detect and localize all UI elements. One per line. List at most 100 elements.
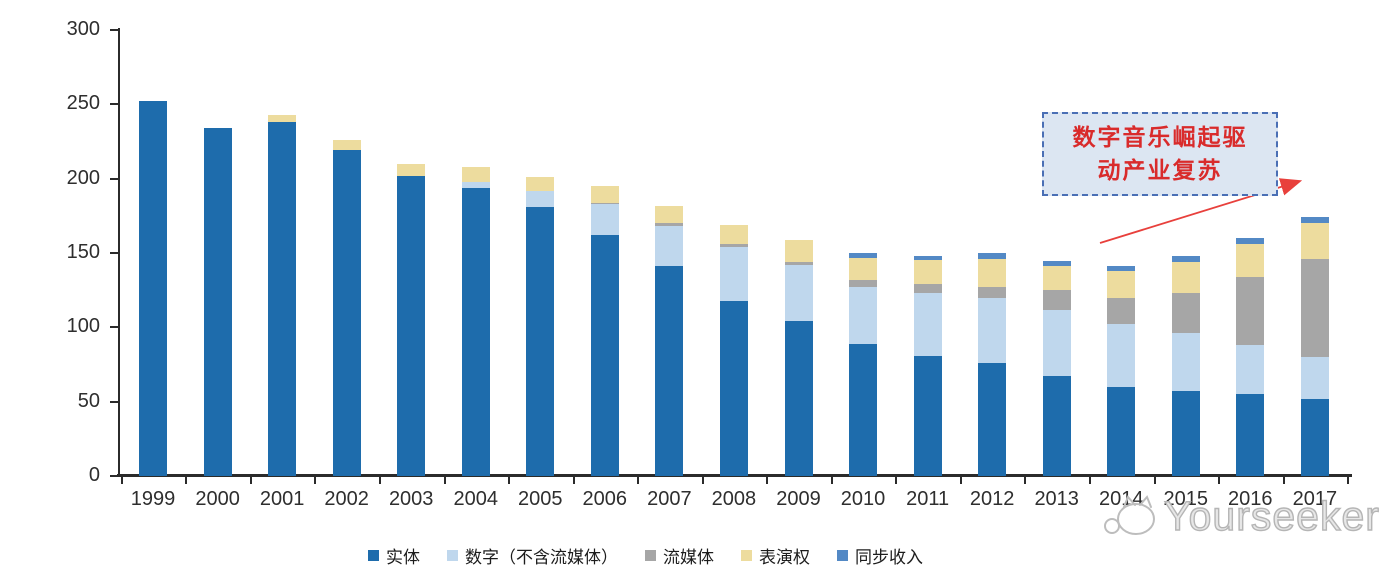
legend-item-performance-rights: 表演权 — [741, 543, 810, 568]
bar-segment-streaming — [849, 279, 877, 288]
bar-segment-digital-excl-streaming — [655, 226, 684, 267]
bar-segment-digital-excl-streaming — [978, 297, 1007, 363]
bar-segment-performance-rights — [1236, 244, 1265, 277]
bar-segment-physical — [139, 101, 167, 476]
x-axis-label: 2016 — [1228, 488, 1273, 510]
bar-segment-physical — [461, 187, 490, 476]
bar-segment-sync — [913, 255, 942, 261]
annotation-text-line2: 动产业复苏 — [1097, 157, 1223, 183]
bar-segment-sync — [978, 253, 1007, 259]
bar-segment-performance-rights — [461, 166, 490, 182]
bar-segment-streaming — [784, 261, 813, 265]
x-axis-tick — [830, 477, 833, 484]
x-axis-tick — [701, 477, 704, 484]
y-axis-tick — [110, 475, 118, 477]
x-axis-tick — [314, 477, 317, 484]
bar-segment-physical — [655, 266, 684, 476]
watermark: Yourseeker — [1102, 492, 1380, 540]
y-axis-label: 300 — [66, 18, 100, 40]
x-axis-tick — [443, 477, 446, 484]
bar-segment-physical — [203, 128, 232, 476]
y-axis-tick — [110, 400, 118, 403]
annotation-text-line1: 数字音乐崛起驱 — [1072, 123, 1248, 150]
legend-swatch-icon — [837, 550, 848, 561]
x-axis-tick — [1153, 477, 1156, 484]
y-axis-tick — [110, 252, 118, 254]
bar-segment-physical — [1107, 386, 1136, 476]
x-axis-tick — [637, 477, 640, 484]
bar-segment-streaming — [1236, 276, 1265, 346]
x-axis-label: 2015 — [1163, 488, 1209, 510]
x-axis-label: 2000 — [195, 488, 240, 510]
bar-segment-performance-rights — [913, 260, 942, 285]
bar-segment-sync — [849, 253, 877, 258]
bar-segment-digital-excl-streaming — [1171, 333, 1200, 392]
bar-segment-streaming — [1300, 259, 1329, 358]
bar-segment-streaming — [590, 202, 619, 204]
bar-segment-physical — [268, 122, 297, 476]
bar-segment-sync — [1236, 238, 1265, 245]
bar-segment-physical — [397, 175, 426, 476]
bar-segment-physical — [1042, 376, 1071, 476]
legend-label: 同步收入 — [855, 548, 923, 567]
bar-segment-performance-rights — [526, 177, 555, 191]
bar-segment-streaming — [1042, 290, 1071, 310]
x-axis-label: 2001 — [259, 488, 305, 510]
watermark-text: Yourseeker — [1163, 492, 1380, 539]
annotation-box: 数字音乐崛起驱 动产业复苏 — [1042, 112, 1278, 196]
y-axis-label: 150 — [66, 241, 100, 263]
x-axis-tick — [1347, 477, 1350, 484]
bar-segment-digital-excl-streaming — [1236, 345, 1265, 395]
x-axis-label: 2013 — [1034, 488, 1079, 510]
bar-segment-sync — [1107, 266, 1136, 271]
y-axis-tick — [110, 103, 118, 106]
bar-segment-physical — [913, 355, 942, 476]
bar-segment-performance-rights — [1042, 266, 1071, 291]
legend-item-digital-excl-streaming: 数字（不含流媒体） — [447, 543, 618, 568]
x-axis-tick — [572, 477, 575, 484]
y-axis-label: 0 — [88, 464, 100, 486]
bar-segment-performance-rights — [1107, 270, 1136, 298]
x-axis-tick — [185, 477, 188, 484]
y-axis-tick — [110, 29, 118, 31]
bar-segment-physical — [1300, 398, 1329, 476]
legend-item-physical: 实体 — [368, 543, 420, 568]
bar-segment-digital-excl-streaming — [526, 190, 555, 207]
x-axis-label: 2003 — [388, 488, 434, 510]
y-axis-tick — [110, 326, 118, 329]
legend-label: 表演权 — [759, 548, 810, 567]
x-axis-tick — [378, 477, 381, 484]
legend-swatch-icon — [741, 550, 752, 561]
bar-segment-performance-rights — [849, 257, 877, 280]
bar-segment-performance-rights — [268, 114, 297, 123]
bar-segment-performance-rights — [978, 259, 1007, 288]
y-axis-label: 200 — [66, 166, 100, 189]
y-axis-tick — [110, 177, 118, 180]
x-axis-tick — [120, 477, 123, 484]
bar-segment-streaming — [978, 287, 1007, 298]
legend-item-streaming: 流媒体 — [645, 543, 714, 568]
x-axis-label: 2006 — [582, 488, 628, 510]
legend-swatch-icon — [645, 550, 656, 561]
x-axis-label: 2002 — [324, 488, 369, 510]
legend: 实体 数字（不含流媒体） 流媒体 表演权 同步收入 — [368, 543, 923, 568]
bar-segment-physical — [784, 321, 813, 476]
bar-segment-digital-excl-streaming — [590, 204, 619, 236]
y-axis-label: 250 — [66, 92, 100, 115]
legend-label: 流媒体 — [663, 548, 714, 567]
bar-segment-performance-rights — [590, 186, 619, 203]
x-axis-tick — [1024, 477, 1027, 484]
x-axis-label: 2017 — [1292, 488, 1338, 510]
bar-segment-digital-excl-streaming — [1042, 309, 1071, 377]
x-axis-tick — [1282, 477, 1285, 484]
bar-segment-physical — [719, 300, 748, 476]
x-axis-label: 2009 — [776, 488, 821, 510]
yourseeker-logo-icon — [1104, 495, 1155, 535]
legend-label: 数字（不含流媒体） — [465, 548, 618, 567]
bar-segment-digital-excl-streaming — [719, 247, 748, 301]
bar-segment-digital-excl-streaming — [1107, 324, 1136, 387]
bar-segment-performance-rights — [1300, 223, 1329, 259]
x-axis-tick — [959, 477, 962, 484]
legend-item-sync: 同步收入 — [837, 543, 923, 568]
